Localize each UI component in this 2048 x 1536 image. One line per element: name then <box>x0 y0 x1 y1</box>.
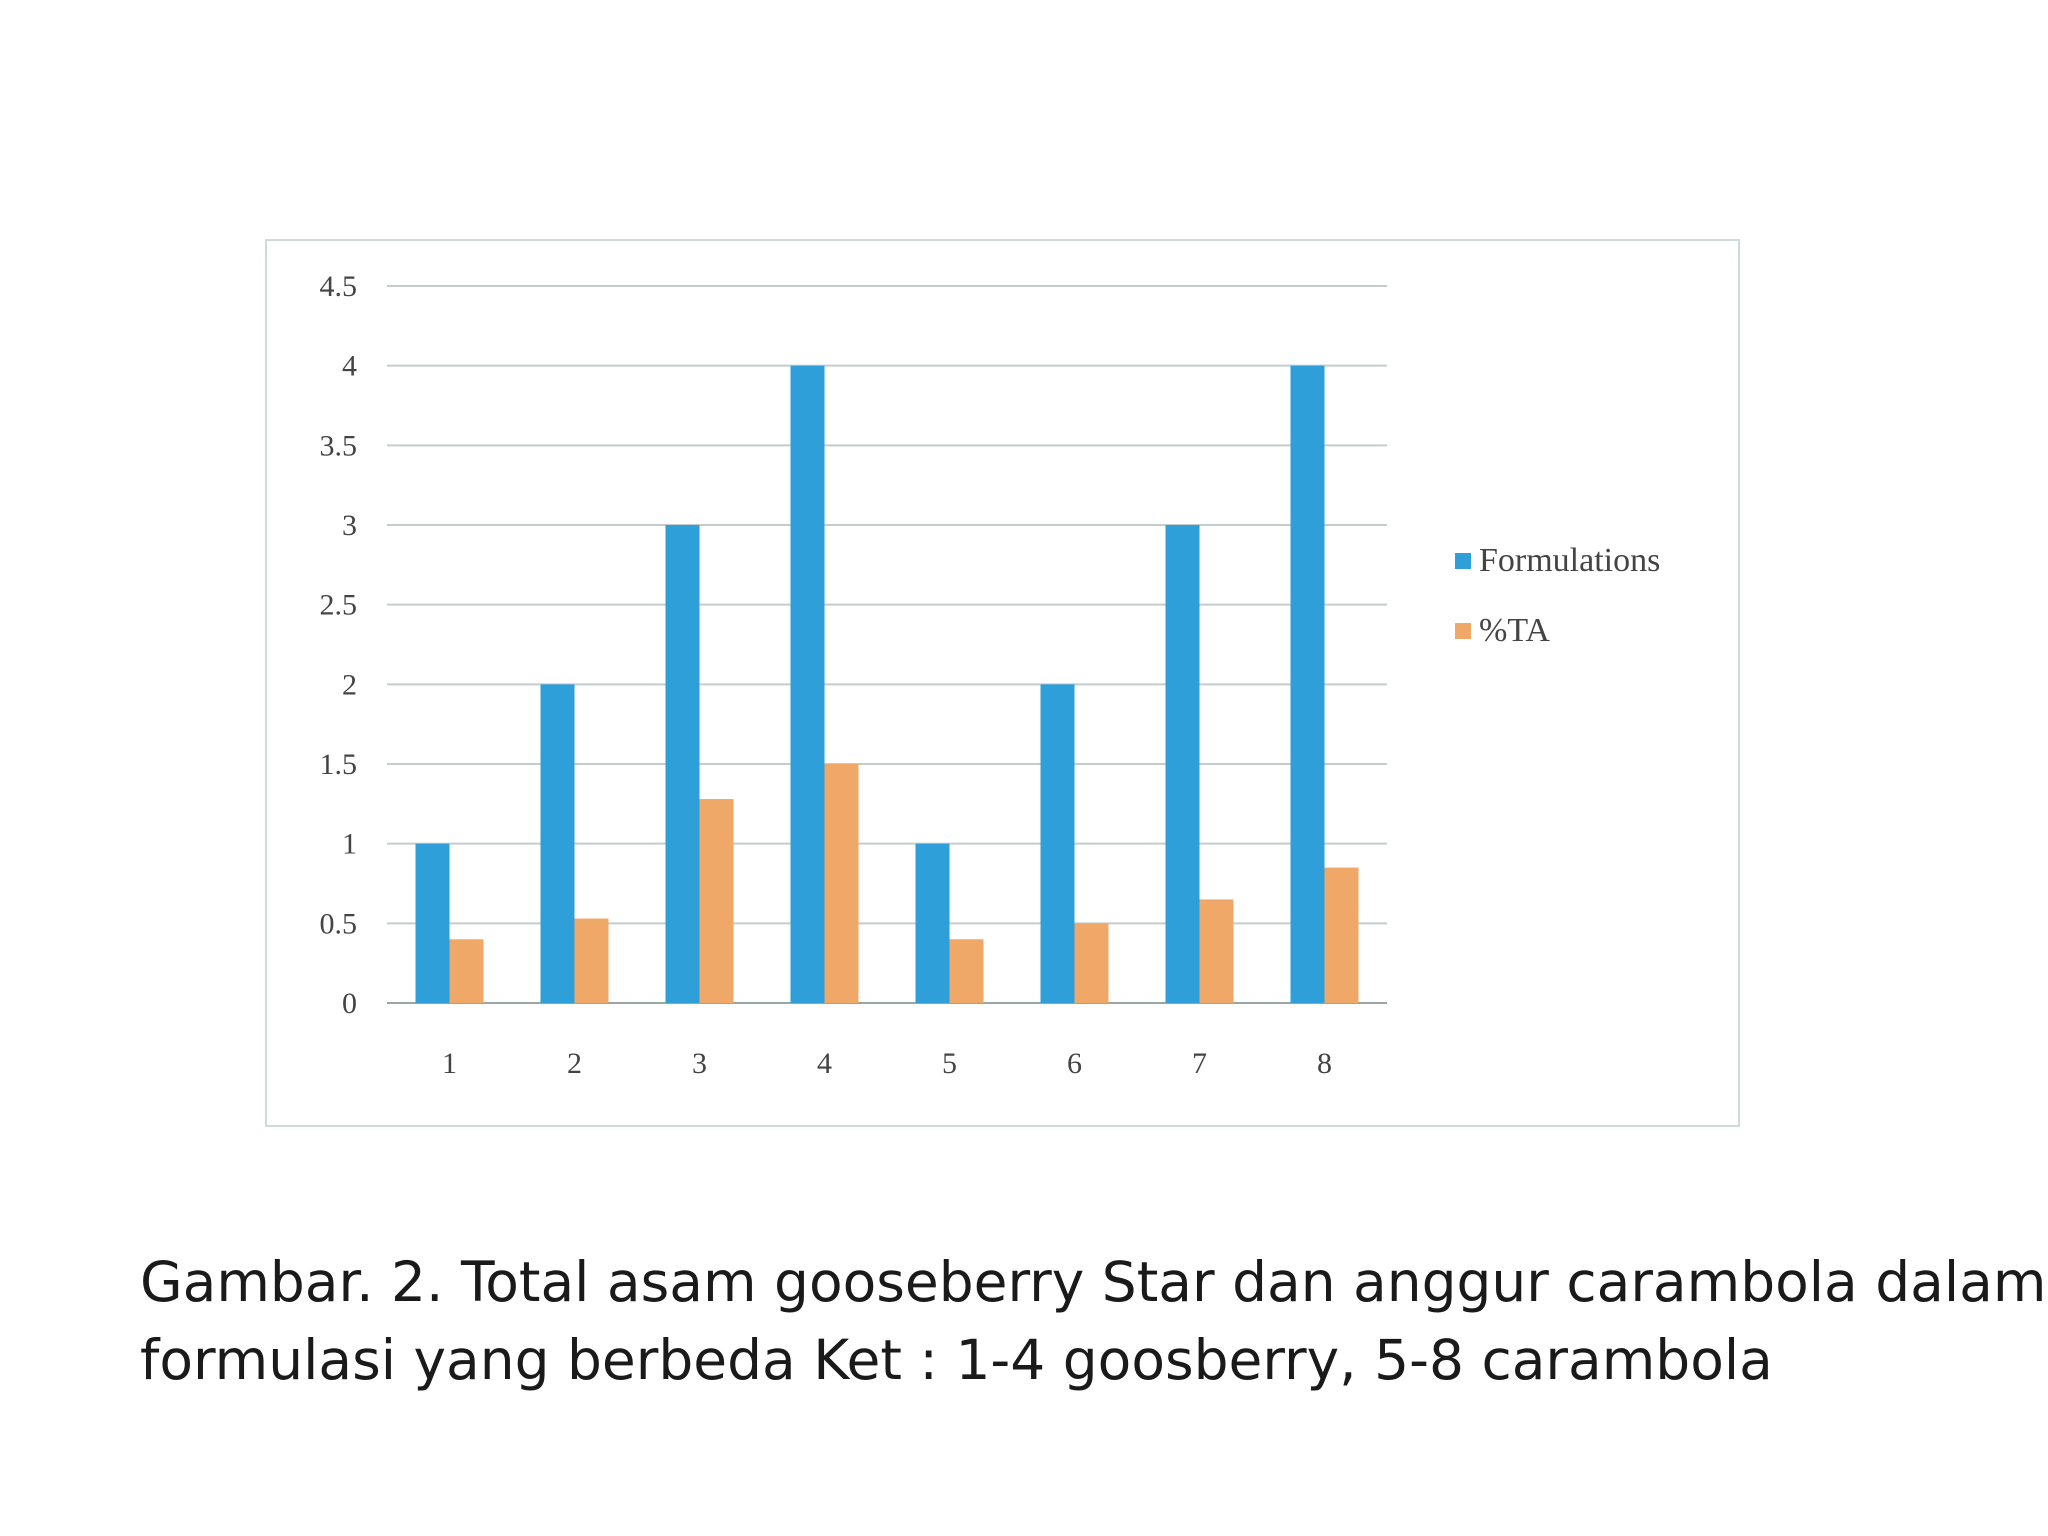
y-tick-label: 1.5 <box>320 748 358 781</box>
figure-caption: Gambar. 2. Total asam gooseberry Star da… <box>140 1243 2047 1399</box>
y-tick-label: 3.5 <box>320 429 358 462</box>
caption-line-1: Gambar. 2. Total asam gooseberry Star da… <box>140 1250 2047 1314</box>
y-tick-label: 1 <box>342 828 357 861</box>
legend-label: Formulations <box>1479 542 1660 579</box>
x-tick-label: 1 <box>442 1047 457 1080</box>
bar-ta <box>449 939 484 1003</box>
caption-line-2: formulasi yang berbeda Ket : 1-4 goosber… <box>140 1328 1773 1392</box>
legend-swatch <box>1455 623 1471 639</box>
bars <box>415 365 1359 1004</box>
gridlines <box>387 285 1387 1004</box>
y-tick-label: 3 <box>342 509 357 542</box>
y-tick-label: 2 <box>342 668 357 701</box>
x-tick-label: 7 <box>1192 1047 1207 1080</box>
bar-ta <box>949 939 984 1003</box>
bar-formulations <box>1040 684 1075 1003</box>
x-tick-label: 4 <box>817 1047 832 1080</box>
bar-formulations <box>415 843 450 1003</box>
bar-formulations <box>1165 525 1200 1003</box>
legend: Formulations %TA <box>1455 542 1660 649</box>
legend-swatch <box>1455 553 1471 569</box>
bar-formulations <box>540 684 575 1003</box>
x-tick-label: 2 <box>567 1047 582 1080</box>
y-tick-label: 0.5 <box>320 907 358 940</box>
bar-formulations <box>790 365 825 1004</box>
y-axis-ticks: 0 0.5 1 1.5 2 2.5 3 3.5 4 4.5 <box>320 270 358 1020</box>
bar-ta <box>1199 899 1234 1003</box>
chart-frame: 0 0.5 1 1.5 2 2.5 3 3.5 4 4.5 1 2 3 4 5 6 7 8 Formulatio… <box>265 239 1740 1127</box>
x-tick-label: 3 <box>692 1047 707 1080</box>
bar-ta <box>1074 923 1109 1003</box>
x-tick-label: 5 <box>942 1047 957 1080</box>
bar-ta <box>574 918 609 1003</box>
bar-formulations <box>665 525 700 1003</box>
x-tick-label: 6 <box>1067 1047 1082 1080</box>
legend-label: %TA <box>1479 612 1550 649</box>
bar-formulations <box>1290 365 1325 1004</box>
bar-formulations <box>915 843 950 1003</box>
bar-ta <box>699 799 734 1003</box>
x-axis-ticks: 1 2 3 4 5 6 7 8 <box>442 1047 1332 1080</box>
y-tick-label: 4 <box>342 350 357 383</box>
y-tick-label: 2.5 <box>320 589 358 622</box>
x-tick-label: 8 <box>1317 1047 1332 1080</box>
y-tick-label: 0 <box>342 987 357 1020</box>
bar-chart: 0 0.5 1 1.5 2 2.5 3 3.5 4 4.5 1 2 3 4 5 6 7 8 Formulatio… <box>320 270 1661 1080</box>
bar-ta <box>1324 867 1359 1003</box>
bar-ta <box>824 764 859 1003</box>
y-tick-label: 4.5 <box>320 270 358 303</box>
